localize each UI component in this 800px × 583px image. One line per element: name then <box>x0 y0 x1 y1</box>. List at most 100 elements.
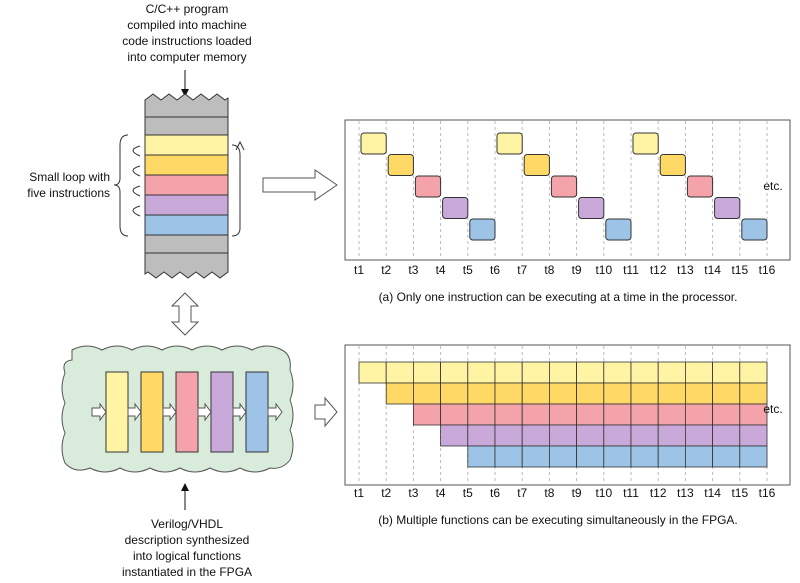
time-label: t15 <box>731 486 748 500</box>
time-label: t9 <box>572 486 582 500</box>
function-cell <box>685 424 714 447</box>
instruction <box>496 132 523 155</box>
caption: (a) Only one instruction can be executin… <box>379 290 738 304</box>
instruction <box>714 197 741 219</box>
bottom-note: Verilog/VHDL description synthesized int… <box>122 517 252 579</box>
time-label: t5 <box>463 486 473 500</box>
time-label: t4 <box>436 486 446 500</box>
function-cell <box>412 361 441 384</box>
time-label: t7 <box>517 263 527 277</box>
note-line: Verilog/VHDL <box>151 517 223 531</box>
time-label: t6 <box>490 486 500 500</box>
time-label: t11 <box>623 486 639 500</box>
function-cell <box>603 382 632 405</box>
top-note: C/C++ program compiled into machine code… <box>122 2 251 64</box>
time-label: t8 <box>544 263 554 277</box>
function-cell <box>358 361 387 384</box>
instruction <box>686 175 714 198</box>
function-cell <box>739 382 768 405</box>
function-cell <box>657 403 686 426</box>
label-line: five instructions <box>27 186 110 200</box>
function-cell <box>440 403 469 426</box>
function-cell <box>467 403 496 426</box>
function-cell <box>385 382 414 405</box>
function-cell <box>412 403 441 426</box>
time-label: t12 <box>650 486 667 500</box>
function-cell <box>603 403 632 426</box>
block-arrow <box>314 396 338 428</box>
function-cell <box>467 445 496 468</box>
function-cell <box>603 361 632 384</box>
note-line: code instructions loaded <box>122 34 251 48</box>
function-cell <box>657 361 686 384</box>
function-cell <box>467 361 496 384</box>
instruction <box>360 132 387 155</box>
time-label: t4 <box>436 263 446 277</box>
note-line: C/C++ program <box>146 2 229 16</box>
function-cell <box>630 382 659 405</box>
time-label: t9 <box>572 263 582 277</box>
instruction <box>387 154 414 176</box>
time-label: t3 <box>408 263 418 277</box>
time-label: t8 <box>544 486 554 500</box>
time-label: t14 <box>704 263 721 277</box>
function-cell <box>739 361 768 384</box>
function-cell <box>549 382 578 405</box>
function-cell <box>657 445 686 468</box>
function-cell <box>440 382 469 405</box>
function-cell <box>685 445 714 468</box>
function-cell <box>712 445 741 468</box>
function-cell <box>494 403 523 426</box>
function-cell <box>576 382 605 405</box>
panel-a: t1 t2 t3 t4 t5 t6 t7 t8 t9 t10 t11 t12 t13 t14 t15 t16 <box>354 121 776 277</box>
instruction <box>550 175 578 198</box>
time-label: t10 <box>595 263 612 277</box>
loop-back-arrow <box>231 144 241 237</box>
double-arrow <box>170 292 200 336</box>
memory-block <box>144 93 229 279</box>
instruction <box>605 218 632 241</box>
function-cell <box>576 424 605 447</box>
function-cell <box>440 361 469 384</box>
time-label: t13 <box>677 486 694 500</box>
instruction <box>578 197 605 219</box>
function-cell <box>440 424 469 447</box>
etc: etc. <box>763 402 782 416</box>
etc: etc. <box>763 179 782 193</box>
loop-arrows <box>132 145 141 217</box>
function-cell <box>630 424 659 447</box>
function-cell <box>685 403 714 426</box>
function-cell <box>712 403 741 426</box>
block-arrow <box>262 169 338 201</box>
function-cell <box>549 403 578 426</box>
fpga-arrows <box>91 402 283 422</box>
function-cell <box>549 445 578 468</box>
function-cell <box>576 403 605 426</box>
function-cell <box>576 445 605 468</box>
function-cell <box>630 403 659 426</box>
instruction <box>523 154 550 176</box>
note-line: into logical functions <box>133 549 241 563</box>
function-cell <box>494 361 523 384</box>
function-cell <box>494 445 523 468</box>
brace <box>113 134 129 237</box>
time-label: t2 <box>381 486 391 500</box>
instruction <box>632 132 659 155</box>
instruction <box>469 218 496 241</box>
function-cell <box>712 424 741 447</box>
function-cell <box>603 445 632 468</box>
function-cell <box>657 382 686 405</box>
time-label: t16 <box>759 263 776 277</box>
time-label: t16 <box>759 486 776 500</box>
loop-label: Small loop with five instructions <box>27 170 110 200</box>
function-cell <box>685 361 714 384</box>
time-label: t6 <box>490 263 500 277</box>
function-cell <box>494 424 523 447</box>
function-cell <box>385 361 414 384</box>
time-label: t2 <box>381 263 391 277</box>
function-cell <box>657 424 686 447</box>
function-cell <box>549 424 578 447</box>
note-line: compiled into machine <box>127 18 247 32</box>
instruction <box>741 218 768 241</box>
note-line: into computer memory <box>127 50 246 64</box>
